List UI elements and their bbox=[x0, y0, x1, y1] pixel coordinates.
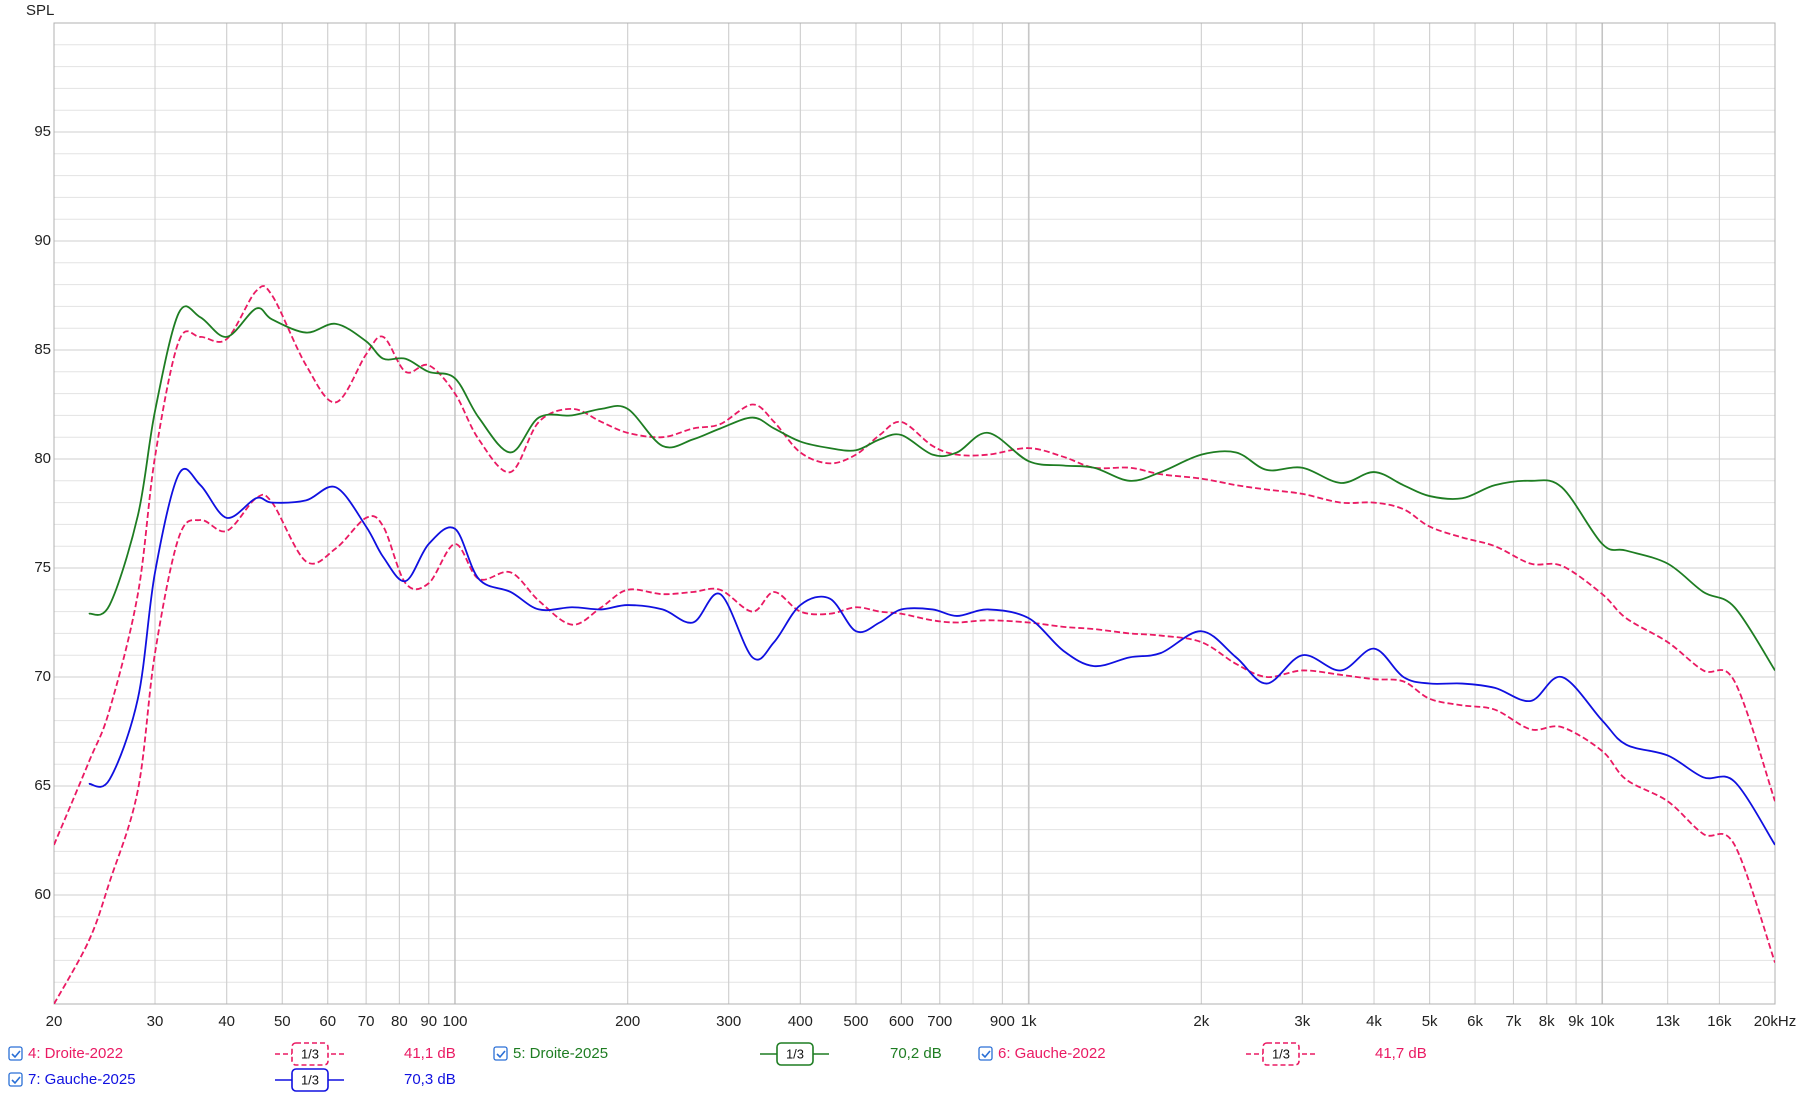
legend-checkbox bbox=[8, 1072, 23, 1087]
legend-entry: 7: Gauche-2025 1/3 70,3 dB bbox=[8, 1068, 456, 1092]
x-tick-label: 80 bbox=[391, 1013, 408, 1030]
legend-label: 6: Gauche-2022 bbox=[998, 1045, 1106, 1062]
legend-smoothing: 1/3 bbox=[301, 1046, 319, 1061]
legend-entry: 6: Gauche-2022 1/3 41,7 dB bbox=[978, 1042, 1427, 1066]
x-tick-label: 60 bbox=[319, 1013, 336, 1030]
legend-smoothing: 1/3 bbox=[301, 1072, 319, 1087]
x-tick-label: 70 bbox=[358, 1013, 375, 1030]
x-tick-label: 600 bbox=[889, 1013, 914, 1030]
x-tick-label: 300 bbox=[716, 1013, 741, 1030]
legend-smoothing: 1/3 bbox=[786, 1046, 804, 1061]
x-tick-label: 2k bbox=[1193, 1013, 1209, 1030]
y-tick-label: 80 bbox=[34, 450, 51, 467]
legend-checkmark bbox=[11, 1050, 21, 1059]
y-axis-label: SPL bbox=[26, 2, 54, 19]
x-tick-label: 900 bbox=[990, 1013, 1015, 1030]
legend-smoothing-box bbox=[291, 1042, 329, 1066]
legend-smoothing: 1/3 bbox=[1272, 1046, 1290, 1061]
series-line bbox=[54, 285, 1775, 846]
legend-checkmark bbox=[981, 1050, 991, 1059]
y-tick-label: 65 bbox=[34, 777, 51, 794]
legend-checkbox bbox=[978, 1046, 993, 1061]
legend-checkbox bbox=[493, 1046, 508, 1061]
y-tick-label: 95 bbox=[34, 123, 51, 140]
x-tick-label: 6k bbox=[1467, 1013, 1483, 1030]
x-tick-label: 1k bbox=[1021, 1013, 1037, 1030]
series-line bbox=[88, 467, 1775, 846]
legend-label: 5: Droite-2025 bbox=[513, 1045, 608, 1062]
x-tick-label: 500 bbox=[843, 1013, 868, 1030]
legend-checkmark bbox=[11, 1076, 21, 1085]
legend-checkbox bbox=[8, 1046, 23, 1061]
x-tick-label: 90 bbox=[420, 1013, 437, 1030]
x-tick-label: 400 bbox=[788, 1013, 813, 1030]
y-tick-label: 90 bbox=[34, 232, 51, 249]
x-tick-label: 40 bbox=[218, 1013, 235, 1030]
x-tick-label: 3k bbox=[1294, 1013, 1310, 1030]
y-tick-label: 85 bbox=[34, 341, 51, 358]
x-tick-label: 5k bbox=[1422, 1013, 1438, 1030]
x-tick-label: 4k bbox=[1366, 1013, 1382, 1030]
legend-level: 41,1 dB bbox=[404, 1045, 456, 1062]
x-tick-label: 16k bbox=[1707, 1013, 1732, 1030]
x-tick-label: 200 bbox=[615, 1013, 640, 1030]
legend-smoothing-box bbox=[776, 1042, 814, 1066]
y-tick-label: 60 bbox=[34, 886, 51, 903]
y-tick-label: 70 bbox=[34, 668, 51, 685]
legend-label: 4: Droite-2022 bbox=[28, 1045, 123, 1062]
x-tick-label: 10k bbox=[1590, 1013, 1615, 1030]
x-tick-label: 700 bbox=[927, 1013, 952, 1030]
series-line bbox=[88, 305, 1775, 671]
x-tick-label: 20 bbox=[46, 1013, 63, 1030]
plot-frame bbox=[53, 22, 1776, 1005]
x-tick-label: 9k bbox=[1568, 1013, 1584, 1030]
x-tick-label: 20kHz bbox=[1754, 1013, 1797, 1030]
legend-level: 70,2 dB bbox=[890, 1045, 942, 1062]
y-tick-label: 75 bbox=[34, 559, 51, 576]
x-tick-label: 30 bbox=[147, 1013, 164, 1030]
legend-label: 7: Gauche-2025 bbox=[28, 1071, 136, 1088]
legend-entry: 4: Droite-2022 1/3 41,1 dB bbox=[8, 1042, 456, 1066]
legend-level: 41,7 dB bbox=[1375, 1045, 1427, 1062]
legend-level: 70,3 dB bbox=[404, 1071, 456, 1088]
x-tick-label: 50 bbox=[274, 1013, 291, 1030]
x-tick-label: 13k bbox=[1656, 1013, 1681, 1030]
legend-smoothing-box bbox=[1262, 1042, 1300, 1066]
legend-checkmark bbox=[496, 1050, 506, 1059]
legend-smoothing-box bbox=[291, 1068, 329, 1092]
x-tick-label: 100 bbox=[442, 1013, 467, 1030]
x-tick-label: 8k bbox=[1539, 1013, 1555, 1030]
x-tick-label: 7k bbox=[1506, 1013, 1522, 1030]
legend-entry: 5: Droite-2025 1/3 70,2 dB bbox=[493, 1042, 942, 1066]
